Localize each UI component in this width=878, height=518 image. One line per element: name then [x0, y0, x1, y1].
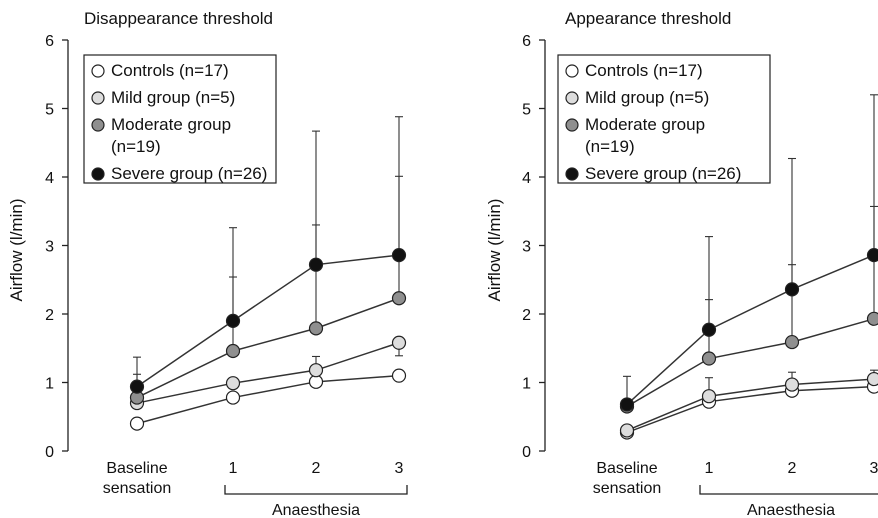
legend-label: Controls (n=17): [585, 61, 703, 80]
legend-label: Moderate group (n=19): [585, 115, 705, 156]
x-tick-label: 1: [705, 460, 714, 477]
data-point: [308, 363, 324, 378]
x-tick-label: 3: [870, 460, 878, 477]
data-point: [866, 371, 878, 387]
legend-marker: [91, 64, 105, 78]
x-tick-label: Baseline sensation: [593, 460, 662, 497]
legend-marker: [565, 118, 579, 132]
data-point: [391, 291, 407, 306]
y-tick-label: 1: [45, 376, 54, 393]
y-tick-label: 6: [45, 33, 54, 50]
data-point: [225, 343, 241, 359]
data-point: [866, 311, 878, 326]
x-axis-label: Anaesthesia: [747, 502, 835, 518]
legend-label: Severe group (n=26): [111, 164, 267, 183]
legend-marker: [91, 167, 105, 181]
data-point: [701, 322, 717, 337]
data-point: [391, 368, 407, 383]
y-tick-label: 5: [45, 102, 54, 119]
y-tick-label: 3: [45, 239, 54, 256]
legend: Controls (n=17) Mild group (n=5) Moderate …: [557, 54, 771, 184]
anaesthesia-bracket: [224, 485, 408, 495]
data-point: [225, 376, 241, 391]
legend-label: Controls (n=17): [111, 61, 229, 80]
legend-marker: [565, 91, 579, 105]
data-point: [701, 351, 717, 366]
legend-label: Moderate group (n=19): [111, 115, 231, 156]
anaesthesia-bracket: [699, 485, 878, 495]
data-point: [129, 416, 145, 431]
legend-marker: [91, 118, 105, 132]
data-point: [308, 321, 324, 336]
y-tick-label: 1: [522, 376, 531, 393]
y-tick-label: 6: [522, 33, 531, 50]
series-line: [136, 254, 400, 388]
series-line: [626, 385, 875, 434]
panel-disappearance: Disappearance threshold 0 1 2 3 4 5 6 Airflow (l…: [7, 9, 408, 518]
y-tick-label: 4: [45, 170, 54, 187]
x-tick-label: 2: [312, 460, 321, 477]
legend-marker: [91, 91, 105, 105]
data-point: [784, 377, 800, 392]
data-point: [619, 423, 635, 438]
y-tick-label: 0: [522, 444, 531, 461]
data-point: [225, 313, 241, 328]
y-tick-label: 5: [522, 102, 531, 119]
data-point: [129, 379, 145, 394]
x-tick-label: 3: [395, 460, 404, 477]
legend-marker: [565, 167, 579, 181]
y-tick-label: 2: [45, 307, 54, 324]
data-point: [391, 335, 407, 350]
series-line: [626, 378, 875, 432]
legend: Controls (n=17) Mild group (n=5) Moderate …: [83, 54, 277, 184]
legend-label: Severe group (n=26): [585, 164, 741, 183]
data-point: [784, 282, 800, 297]
data-point: [619, 397, 635, 412]
series-line: [136, 374, 400, 425]
data-point: [701, 389, 717, 404]
legend-label: Mild group (n=5): [585, 88, 709, 107]
x-tick-label: Baseline sensation: [103, 460, 172, 497]
y-axis-label: Airflow (l/min): [7, 199, 26, 302]
panel-title: Disappearance threshold: [84, 9, 273, 28]
y-tick-label: 3: [522, 239, 531, 256]
y-tick-label: 4: [522, 170, 531, 187]
legend-marker: [565, 64, 579, 78]
x-axis-label: Anaesthesia: [272, 502, 360, 518]
y-tick-label: 0: [45, 444, 54, 461]
data-point: [784, 334, 800, 350]
series-line: [626, 318, 875, 408]
data-point: [391, 247, 407, 263]
legend-box: [557, 54, 771, 184]
data-point: [308, 257, 324, 272]
series-line: [136, 342, 400, 404]
x-tick-label: 1: [229, 460, 238, 477]
x-tick-label: 2: [788, 460, 797, 477]
legend-box: [83, 54, 277, 184]
panel-appearance: Appearance threshold 0 1 2 3 4 5 6 Airflow (l/mi…: [485, 9, 878, 518]
y-tick-label: 2: [522, 307, 531, 324]
y-axis-label: Airflow (l/min): [485, 199, 504, 302]
data-point: [866, 247, 878, 263]
series-line: [136, 297, 400, 399]
data-point: [225, 390, 241, 405]
series-line: [626, 254, 875, 405]
panel-title: Appearance threshold: [565, 9, 731, 28]
legend-label: Mild group (n=5): [111, 88, 235, 107]
